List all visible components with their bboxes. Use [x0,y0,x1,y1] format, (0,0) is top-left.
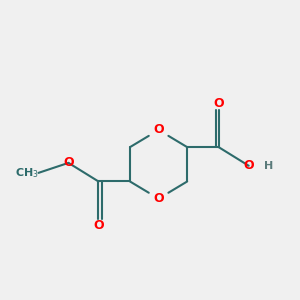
Text: O: O [153,192,164,205]
Text: O: O [93,219,104,232]
Text: CH$_3$: CH$_3$ [15,166,38,180]
Text: O: O [153,124,164,136]
Text: O: O [243,159,254,172]
Text: O: O [213,97,224,110]
Text: O: O [63,156,74,170]
Text: H: H [264,161,274,171]
